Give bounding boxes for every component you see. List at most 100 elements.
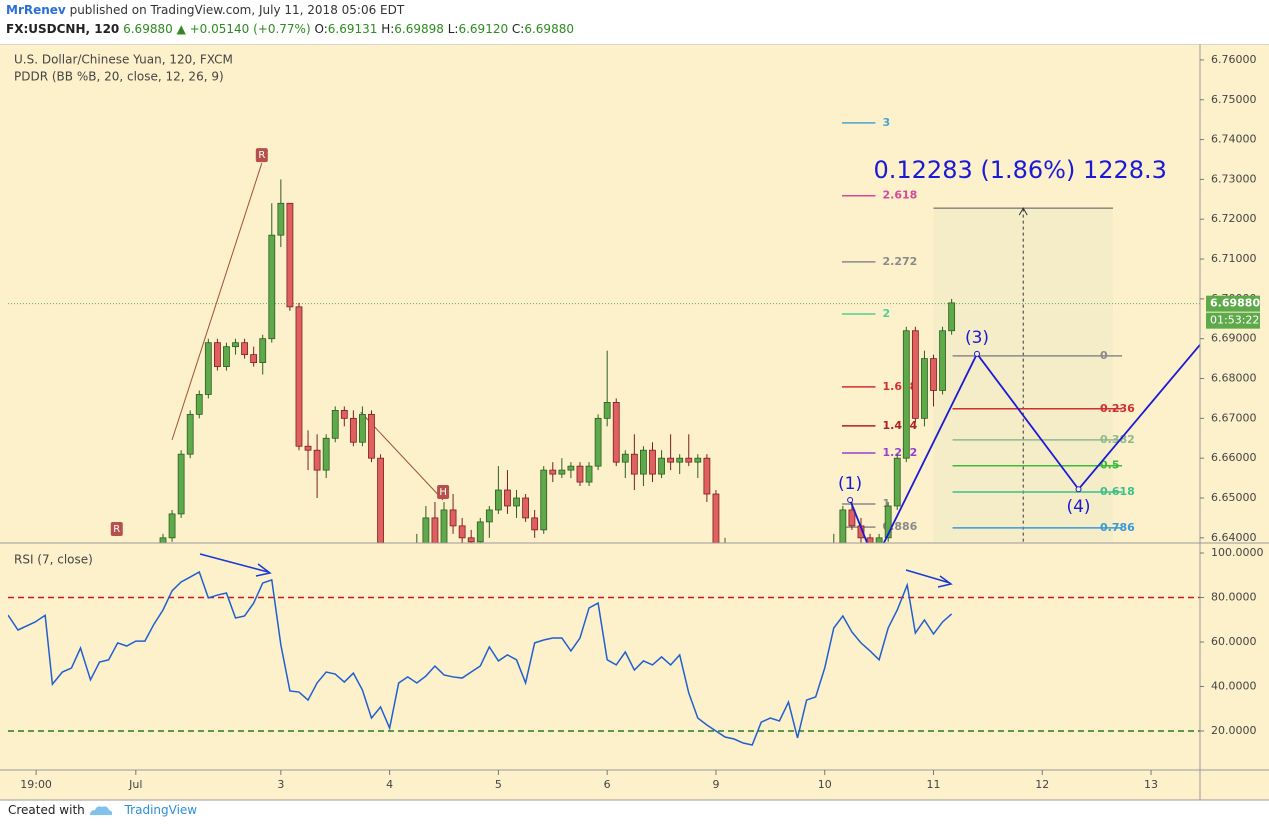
candle-body	[893, 457, 901, 507]
candle-body	[223, 346, 230, 367]
x-tick-label: 19:00	[20, 778, 52, 791]
marker	[255, 148, 268, 163]
candle-body	[531, 517, 539, 531]
marker-label: R	[258, 150, 265, 161]
fib-label: 0	[1100, 349, 1108, 362]
candle-body	[467, 537, 475, 543]
pattern-label: (1)	[838, 474, 862, 494]
candle-body	[939, 330, 946, 391]
candle-body	[640, 449, 647, 475]
candle-body	[504, 489, 511, 507]
candle-body	[476, 521, 484, 543]
candle-body	[295, 306, 303, 447]
chart-title: U.S. Dollar/Chinese Yuan, 120, FXCM	[14, 53, 233, 67]
candle-body	[422, 517, 430, 543]
y-tick-label: 6.74000	[1211, 133, 1257, 146]
candle-body	[268, 234, 276, 340]
y-tick-label: 6.66000	[1211, 451, 1257, 464]
candle-body	[630, 453, 638, 475]
candle-body	[694, 457, 702, 463]
candle-body	[458, 525, 466, 539]
y-tick-label: 6.76000	[1211, 53, 1257, 66]
candle-body	[621, 453, 629, 463]
candle-body	[921, 358, 928, 419]
measure-label: 0.12283 (1.86%) 1228.3	[873, 156, 1166, 184]
marker	[437, 484, 450, 499]
divergence-arrow	[199, 553, 272, 577]
candle-body	[177, 453, 185, 515]
pattern-label: (4)	[1066, 497, 1090, 517]
candle-body	[902, 330, 910, 459]
ohlc-value: 6.69880	[524, 22, 574, 36]
candle-body	[277, 202, 285, 236]
x-tick-label: 4	[386, 778, 393, 791]
indicator: PDDR (BB %B, 20, close, 12, 26, 9)	[14, 70, 224, 84]
fib-label: 1	[882, 497, 890, 510]
x-tick-label: 5	[495, 778, 502, 791]
candle-body	[866, 537, 874, 543]
candle-body	[612, 402, 620, 463]
candle-body	[349, 417, 357, 443]
author: MrRenev	[6, 3, 66, 17]
candle-body	[286, 202, 294, 308]
divergence-arrow	[905, 569, 953, 588]
pattern-point	[847, 496, 854, 503]
axes: U.S. Dollar/Chinese Yuan, 120, FXCM PDDR…	[0, 44, 1269, 801]
marker-label: R	[113, 524, 120, 535]
fib-label: 0.5	[1100, 459, 1120, 472]
pattern-label: (3)	[965, 328, 989, 348]
fib-label: 3	[882, 116, 890, 129]
candle-body	[685, 457, 693, 463]
candle-body	[159, 537, 167, 543]
candle-body	[930, 358, 937, 391]
candle-body	[377, 457, 384, 543]
candle-body	[558, 469, 566, 475]
countdown: 01:53:22	[1210, 314, 1259, 327]
y-tick-label: 6.65000	[1211, 491, 1257, 504]
x-tick-label: 12	[1035, 778, 1049, 791]
y-tick-label: 6.69000	[1211, 332, 1257, 345]
candle-body	[703, 457, 711, 495]
pattern-point	[974, 350, 981, 357]
candle-body	[241, 342, 248, 356]
brand: TradingView	[124, 803, 198, 817]
x-tick-label: 13	[1144, 778, 1158, 791]
y-tick-label: 6.67000	[1211, 411, 1257, 424]
symbol-line: FX:USDCNH, 120 6.69880 ▲ +0.05140 (+0.77…	[6, 22, 574, 36]
candle-body	[513, 497, 520, 507]
ohlc-key: C:	[511, 22, 525, 36]
candle-body	[186, 413, 194, 455]
change: ▲ +0.05140 (+0.77%)	[176, 22, 311, 36]
chart: 32.6182.27221.6181.4141.27210.88600.2360…	[0, 44, 1269, 801]
marker	[110, 522, 123, 537]
rsi-title: RSI (7, close)	[14, 553, 93, 567]
candle-body	[313, 449, 321, 471]
ohlc-value: 6.69898	[394, 22, 444, 36]
header: MrRenev published on TradingView.com, Ju…	[0, 0, 1269, 44]
y-tick-label: 6.72000	[1211, 212, 1257, 225]
y-tick-label: 6.75000	[1211, 93, 1257, 106]
candle-body	[911, 330, 919, 419]
fib-label: 2	[882, 307, 890, 320]
candle-body	[440, 509, 448, 543]
candle-body	[667, 457, 675, 463]
y-tick-label: 20.0000	[1211, 724, 1257, 737]
candle-body	[259, 338, 267, 363]
x-tick-label: 3	[277, 778, 284, 791]
candle-body	[576, 465, 584, 483]
candle-body	[232, 342, 239, 348]
fib-label: 0.618	[1100, 485, 1135, 498]
candle-body	[331, 409, 339, 439]
ohlc: O:6.69131 H:6.69898 L:6.69120 C:6.69880	[314, 22, 574, 36]
fib-label: 0.382	[1100, 433, 1135, 446]
candle-body	[449, 509, 457, 527]
candle-body	[594, 417, 602, 467]
candle-body	[485, 509, 493, 523]
x-tick-label: 9	[712, 778, 719, 791]
countdown-box	[1206, 312, 1260, 329]
x-tick-label: 10	[818, 778, 832, 791]
marker-label: H	[439, 487, 447, 498]
candle-body	[585, 465, 593, 483]
candle-body	[322, 437, 330, 471]
measure-arrowhead	[1018, 207, 1028, 216]
